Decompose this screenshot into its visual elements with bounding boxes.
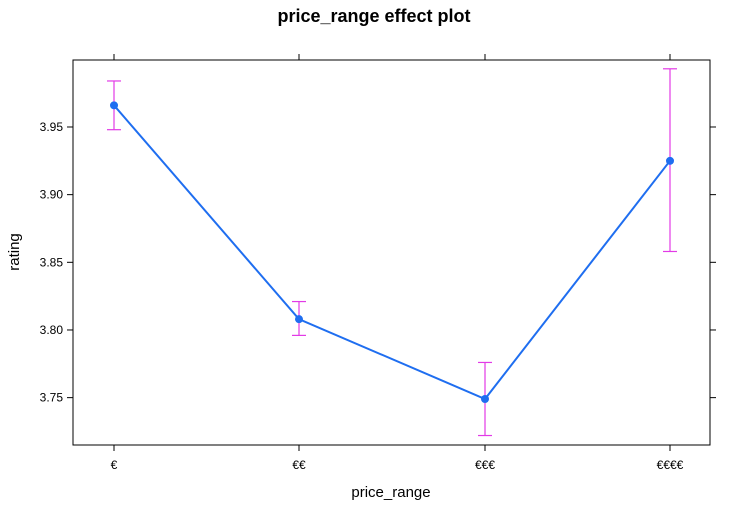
data-point: [666, 156, 674, 165]
x-tick-label: €€€€: [657, 458, 684, 472]
x-tick-label: €€: [292, 458, 306, 472]
data-points: [110, 101, 674, 403]
plot-frame: [72, 59, 711, 446]
data-point: [295, 315, 303, 324]
x-axis-label: price_range: [351, 484, 430, 501]
series-line: [113, 104, 671, 401]
x-axis: € €€ €€€ €€€€: [111, 54, 684, 472]
x-tick-label: €€€: [475, 458, 495, 472]
y-tick-label: 3.80: [40, 323, 64, 337]
series-line-group: [113, 104, 671, 401]
y-tick-label: 3.75: [40, 391, 64, 405]
data-point: [110, 101, 118, 110]
chart-title: price_range effect plot: [277, 6, 470, 26]
y-axis: 3.75 3.80 3.85 3.90 3.95: [40, 120, 716, 405]
y-tick-label: 3.95: [40, 120, 64, 134]
data-point: [481, 394, 489, 403]
y-axis-label: rating: [6, 233, 23, 271]
y-tick-label: 3.85: [40, 255, 64, 269]
y-tick-label: 3.90: [40, 188, 64, 202]
x-tick-label: €: [111, 458, 118, 472]
error-bars: [107, 68, 677, 437]
